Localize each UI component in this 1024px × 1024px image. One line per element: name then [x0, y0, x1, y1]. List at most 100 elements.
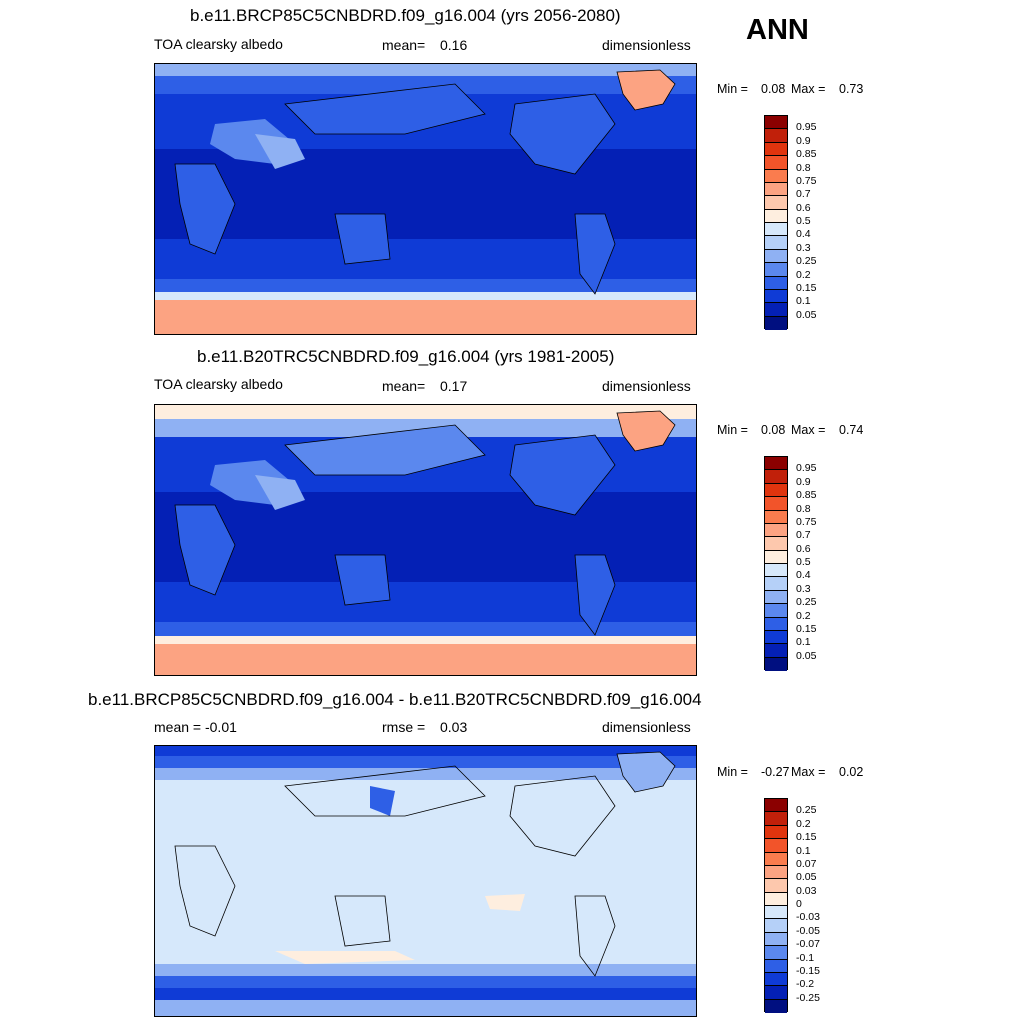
- colorbar-swatch: [765, 209, 787, 223]
- colorbar-tick-label: 0.4: [796, 569, 811, 582]
- colorbar-swatch: [765, 604, 787, 618]
- colorbar-tick-label: 0.25: [796, 255, 817, 268]
- panel2-mean-value: 0.17: [440, 378, 468, 394]
- colorbar-swatch: [765, 799, 787, 813]
- colorbar-swatch: [765, 182, 787, 197]
- colorbar-swatch: [765, 537, 787, 551]
- panel2-map-field: [155, 405, 696, 675]
- colorbar-tick-label: -0.25: [796, 991, 820, 1004]
- panel2-title: b.e11.B20TRC5CNBDRD.f09_g16.004 (yrs 198…: [197, 347, 615, 366]
- panel1-colorbar: [764, 115, 788, 330]
- colorbar-tick-label: 0.95: [796, 462, 817, 475]
- panel2-min-value: 0.08: [761, 423, 786, 437]
- colorbar-swatch: [765, 142, 787, 157]
- colorbar-tick-label: 0.4: [796, 228, 811, 241]
- panel2-max-value: 0.74: [839, 423, 864, 437]
- colorbar-tick-label: 0.03: [796, 884, 817, 897]
- colorbar-swatch: [765, 303, 787, 317]
- colorbar-tick-label: 0.9: [796, 475, 811, 488]
- colorbar-tick-label: 0.07: [796, 857, 817, 870]
- colorbar-tick-label: 0.2: [796, 268, 811, 281]
- colorbar-tick-label: 0.05: [796, 871, 817, 884]
- panel1-map-field: [155, 64, 696, 334]
- panel2-map: [154, 404, 697, 676]
- panel1-max-value: 0.73: [839, 82, 864, 96]
- panel1-units: dimensionless: [602, 37, 691, 53]
- colorbar-swatch: [765, 129, 787, 143]
- panel3-max-label: Max =: [791, 765, 826, 779]
- colorbar-swatch: [765, 999, 787, 1013]
- colorbar-tick-label: 0.15: [796, 622, 817, 635]
- colorbar-tick-label: 0.9: [796, 134, 811, 147]
- colorbar-swatch: [765, 249, 787, 264]
- colorbar-swatch: [765, 644, 787, 658]
- colorbar-tick-label: -0.1: [796, 951, 815, 964]
- colorbar-swatch: [765, 852, 787, 866]
- colorbar-swatch: [765, 236, 787, 250]
- panel3-min-label: Min =: [717, 765, 748, 779]
- colorbar-swatch: [765, 812, 787, 826]
- colorbar-swatch: [765, 497, 787, 511]
- colorbar-tick-label: 0.25: [796, 596, 817, 609]
- colorbar-tick-label: -0.05: [796, 924, 820, 937]
- colorbar-tick-label: 0.5: [796, 215, 811, 227]
- panel2-mean-label: mean=: [382, 378, 426, 394]
- colorbar-swatch: [765, 879, 787, 893]
- colorbar-swatch: [765, 865, 787, 880]
- colorbar-swatch: [765, 510, 787, 524]
- colorbar-swatch: [765, 919, 787, 933]
- colorbar-tick-label: 0.3: [796, 241, 811, 254]
- colorbar-swatch: [765, 276, 787, 290]
- panel3-title: b.e11.BRCP85C5CNBDRD.f09_g16.004 - b.e11…: [88, 690, 702, 709]
- colorbar-swatch: [765, 946, 787, 960]
- colorbar-swatch: [765, 116, 787, 130]
- colorbar-tick-label: 0.15: [796, 281, 817, 294]
- colorbar-swatch: [765, 169, 787, 183]
- colorbar-tick-label: 0.3: [796, 582, 811, 595]
- panel3-min-value: -0.27: [761, 765, 790, 779]
- panel1-max-label: Max =: [791, 82, 826, 96]
- colorbar-tick-label: 0: [796, 898, 802, 910]
- colorbar-tick-label: 0.75: [796, 515, 817, 528]
- colorbar-tick-label: 0.8: [796, 161, 811, 174]
- panel1-min-value: 0.08: [761, 82, 786, 96]
- colorbar-tick-label: -0.2: [796, 978, 815, 991]
- colorbar-tick-label: 0.8: [796, 502, 811, 515]
- colorbar-swatch: [765, 316, 787, 330]
- panel2-colorbar: [764, 456, 788, 671]
- colorbar-tick-label: 0.1: [796, 636, 811, 649]
- panel1-min-label: Min =: [717, 82, 748, 96]
- panel1-mean-value: 0.16: [440, 37, 468, 53]
- colorbar-swatch: [765, 630, 787, 645]
- panel2-min-label: Min =: [717, 423, 748, 437]
- colorbar-tick-label: 0.15: [796, 831, 817, 844]
- colorbar-swatch: [765, 550, 787, 564]
- panel3-colorbar: [764, 798, 788, 1013]
- colorbar-swatch: [765, 959, 787, 973]
- colorbar-tick-label: 0.2: [796, 817, 811, 830]
- colorbar-swatch: [765, 457, 787, 471]
- panel1-variable-label: TOA clearsky albedo: [154, 36, 283, 52]
- colorbar-tick-label: 0.7: [796, 529, 811, 542]
- panel1-title: b.e11.BRCP85C5CNBDRD.f09_g16.004 (yrs 20…: [190, 6, 621, 25]
- colorbar-tick-label: -0.03: [796, 911, 820, 924]
- panel3-max-value: 0.02: [839, 765, 864, 779]
- colorbar-swatch: [765, 986, 787, 1000]
- panel1-map: [154, 63, 697, 335]
- colorbar-swatch: [765, 223, 787, 237]
- colorbar-swatch: [765, 825, 787, 840]
- panel2-max-label: Max =: [791, 423, 826, 437]
- colorbar-swatch: [765, 470, 787, 484]
- colorbar-swatch: [765, 196, 787, 210]
- colorbar-swatch: [765, 932, 787, 947]
- colorbar-swatch: [765, 483, 787, 498]
- colorbar-swatch: [765, 590, 787, 605]
- colorbar-tick-label: 0.05: [796, 308, 817, 321]
- colorbar-tick-label: 0.05: [796, 649, 817, 662]
- colorbar-tick-label: 0.1: [796, 295, 811, 308]
- colorbar-tick-label: 0.75: [796, 174, 817, 187]
- colorbar-tick-label: 0.1: [796, 844, 811, 857]
- colorbar-tick-label: 0.6: [796, 542, 811, 555]
- colorbar-swatch: [765, 839, 787, 853]
- colorbar-swatch: [765, 972, 787, 987]
